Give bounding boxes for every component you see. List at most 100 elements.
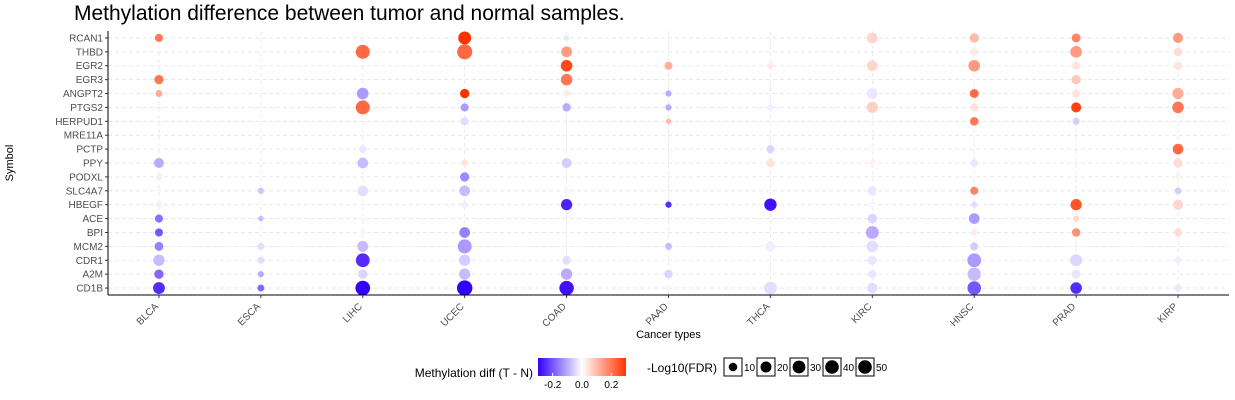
data-point-thbd-prad — [1070, 46, 1082, 58]
data-point-ace-lihc — [359, 214, 367, 223]
data-point-egr2-prad — [1072, 61, 1081, 70]
data-point-cd1b-kirc — [867, 282, 878, 294]
data-point-bpi-hnsc — [971, 229, 978, 236]
data-point-cd1b-ucec — [456, 280, 473, 296]
data-point-thbd-ucec — [457, 44, 473, 60]
data-point-cd1b-hnsc — [967, 281, 982, 295]
x-tick-label: PAAD — [644, 301, 671, 328]
data-point-ppy-kirc — [868, 159, 876, 167]
data-point-slc4a7-kirc — [867, 186, 877, 196]
chart-title: Methylation difference between tumor and… — [74, 2, 625, 25]
data-point-cdr1-kirc — [867, 255, 877, 265]
data-point-ace-hnsc — [968, 213, 980, 224]
data-point-ace-esca — [258, 215, 264, 222]
data-point-egr3-blca — [154, 74, 164, 85]
data-point-cdr1-coad — [562, 256, 571, 265]
data-point-a2m-kirc — [868, 269, 877, 279]
data-point-a2m-ucec — [459, 268, 471, 280]
data-point-ptgs2-kirc — [866, 101, 878, 114]
data-point-thbd-kirp — [1173, 47, 1183, 57]
y-axis-title: Symbol — [4, 145, 16, 182]
y-tick-label: THBD — [76, 47, 103, 58]
data-point-rcan1-hnsc — [969, 33, 979, 43]
data-point-angpt2-ucec — [460, 88, 470, 99]
y-tick-label: RCAN1 — [69, 33, 103, 44]
x-tick-label: ESCA — [236, 301, 263, 328]
data-point-podxl-kirp — [1174, 173, 1182, 181]
data-point-a2m-blca — [154, 269, 164, 279]
data-point-ptgs2-paad — [665, 104, 672, 111]
data-point-slc4a7-ucec — [459, 185, 471, 197]
data-point-cd1b-esca — [257, 284, 265, 292]
x-tick-label: KIRC — [850, 301, 875, 326]
data-point-egr2-thca — [767, 62, 774, 69]
data-point-bpi-kirc — [865, 226, 879, 239]
data-point-rcan1-coad — [563, 35, 570, 41]
data-point-angpt2-hnsc — [969, 89, 979, 98]
data-point-slc4a7-coad — [563, 187, 571, 195]
data-point-ptgs2-ucec — [460, 103, 469, 112]
colorbar-tick-label: 0.2 — [604, 380, 618, 391]
data-point-rcan1-prad — [1071, 33, 1081, 43]
data-point-cdr1-esca — [257, 256, 265, 264]
data-point-cd1b-kirp — [1174, 284, 1182, 292]
data-point-ppy-ucec — [461, 159, 468, 167]
data-point-mcm2-ucec — [457, 239, 472, 254]
x-tick-label: PRAD — [1051, 301, 1078, 328]
data-point-hbegf-kirc — [869, 201, 876, 208]
data-point-thbd-hnsc — [970, 47, 979, 56]
data-point-mcm2-hnsc — [970, 242, 979, 251]
y-tick-label: HBEGF — [69, 200, 103, 211]
y-tick-label: MRE11A — [64, 131, 104, 142]
size-key-dot — [792, 360, 806, 374]
data-point-hbegf-coad — [560, 199, 573, 211]
data-point-hbegf-blca — [156, 202, 162, 208]
data-point-a2m-lihc — [358, 269, 368, 279]
data-point-egr2-paad — [664, 61, 673, 70]
data-point-ace-blca — [154, 214, 163, 223]
data-point-angpt2-lihc — [356, 87, 369, 100]
data-point-hbegf-prad — [1070, 199, 1082, 211]
size-legend-title: -Log10(FDR) — [647, 361, 717, 375]
data-point-bpi-prad — [1071, 228, 1081, 237]
data-point-mcm2-lihc — [357, 240, 369, 252]
data-point-mcm2-kirc — [866, 240, 879, 253]
data-point-pctp-kirc — [869, 146, 875, 152]
data-point-bpi-blca — [154, 228, 163, 237]
data-point-bpi-lihc — [359, 228, 367, 236]
data-point-hbegf-ucec — [461, 201, 469, 209]
data-point-cdr1-lihc — [355, 253, 370, 268]
data-point-hbegf-thca — [764, 198, 777, 211]
y-tick-label: HERPUD1 — [55, 117, 103, 128]
y-tick-label: SLC4A7 — [66, 186, 104, 197]
size-key-dot — [825, 360, 839, 374]
x-tick-label: LIHC — [341, 301, 365, 325]
data-point-rcan1-blca — [154, 33, 163, 42]
color-legend-title: Methylation diff (T - N) — [415, 366, 533, 380]
data-point-herpud1-ucec — [460, 117, 469, 126]
data-point-cdr1-prad — [1070, 254, 1083, 267]
y-tick-label: BPI — [87, 228, 103, 239]
data-point-podxl-blca — [155, 173, 163, 181]
data-point-ptgs2-kirp — [1172, 101, 1184, 114]
y-tick-label: ANGPT2 — [63, 89, 103, 100]
data-point-slc4a7-kirp — [1174, 187, 1182, 195]
data-point-ace-prad — [1073, 215, 1080, 222]
data-point-cd1b-blca — [153, 282, 165, 294]
data-point-bpi-ucec — [459, 227, 471, 238]
colorbar-tick-label: -0.2 — [544, 380, 562, 391]
x-tick-label: UCEC — [439, 301, 467, 329]
size-key-label: 10 — [744, 363, 756, 374]
size-key-label: 30 — [810, 363, 822, 374]
data-point-hbegf-kirp — [1173, 199, 1184, 210]
data-point-cdr1-blca — [153, 254, 165, 266]
colorbar-tick-label: 0.0 — [575, 380, 589, 391]
data-point-mcm2-thca — [765, 241, 776, 252]
data-point-a2m-paad — [664, 269, 673, 279]
data-point-ppy-coad — [561, 157, 572, 169]
data-point-cdr1-kirp — [1174, 256, 1182, 264]
data-point-ppy-kirp — [1173, 158, 1183, 168]
data-point-a2m-prad — [1071, 269, 1081, 279]
x-tick-label: THCA — [745, 301, 772, 328]
